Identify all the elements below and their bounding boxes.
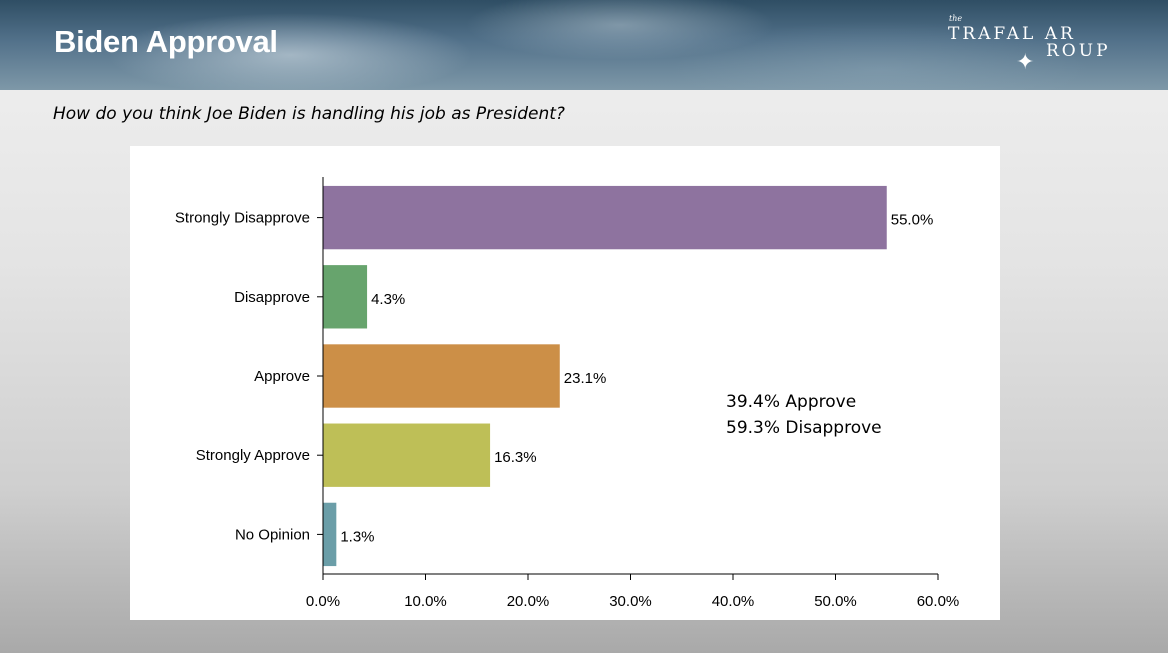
logo-the: the <box>949 14 963 23</box>
bar-chart: Strongly Disapprove 55.0% Disapprove 4.3% Ap… <box>175 177 960 610</box>
category-label: Disapprove <box>234 289 310 306</box>
logo-line1: TRAFAL AR <box>948 24 1076 44</box>
x-tick-label: 0.0% <box>306 593 340 610</box>
category-label: Strongly Disapprove <box>175 210 310 227</box>
category-label: Strongly Approve <box>196 447 310 464</box>
category-label: Approve <box>254 368 310 385</box>
value-label: 55.0% <box>891 212 934 229</box>
bar <box>323 265 368 329</box>
x-tick-label: 40.0% <box>712 593 755 610</box>
value-label: 1.3% <box>340 528 374 545</box>
value-label: 23.1% <box>564 370 607 387</box>
value-label: 4.3% <box>371 291 405 308</box>
logo-line2: ROUP <box>1046 41 1111 61</box>
x-tick-label: 50.0% <box>814 593 857 610</box>
header-banner: Biden Approval the TRAFAL AR ROUP ✦ <box>0 0 1168 90</box>
bar <box>323 423 491 487</box>
category-label: No Opinion <box>235 526 310 543</box>
summary-disapprove: 59.3% Disapprove <box>726 418 882 438</box>
bar <box>323 344 560 408</box>
summary-box: 39.4% Approve 59.3% Disapprove <box>726 389 882 441</box>
bar <box>323 185 887 250</box>
x-tick-label: 20.0% <box>507 593 550 610</box>
value-label: 16.3% <box>494 449 537 466</box>
x-tick-label: 10.0% <box>404 593 447 610</box>
bar <box>323 502 337 567</box>
survey-question: How do you think Joe Biden is handling h… <box>53 104 565 124</box>
trafalgar-logo: the TRAFAL AR ROUP ✦ <box>946 14 1126 80</box>
chart-panel: Strongly Disapprove 55.0% Disapprove 4.3% Ap… <box>130 146 1000 620</box>
compass-rose-icon: ✦ <box>1016 50 1035 75</box>
page-title: Biden Approval <box>54 24 278 59</box>
x-tick-label: 60.0% <box>917 593 960 610</box>
x-tick-label: 30.0% <box>609 593 652 610</box>
summary-approve: 39.4% Approve <box>726 392 857 412</box>
